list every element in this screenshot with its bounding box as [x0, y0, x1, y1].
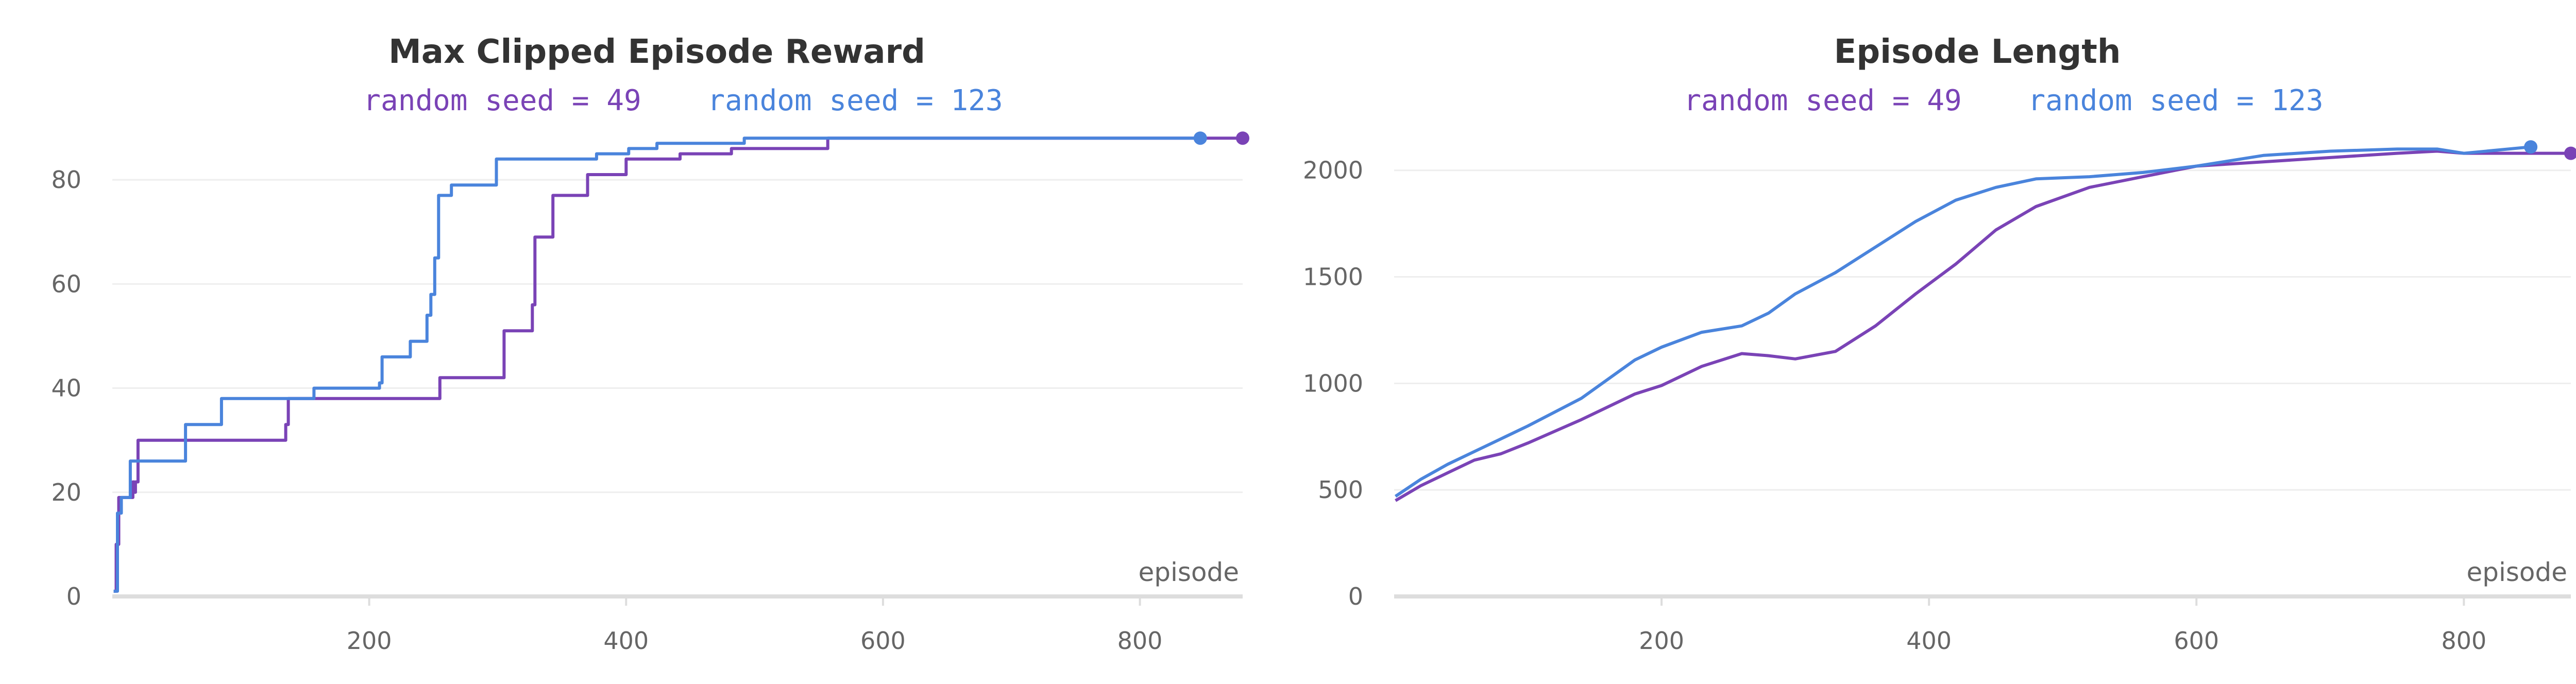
series-endpoint-random-seed-49 [2564, 146, 2576, 160]
x-tick-label: 200 [347, 627, 392, 655]
y-tick-label: 60 [51, 270, 81, 298]
chart-panel-episode-length: Episode Length random seed = 49 random s… [1302, 0, 2576, 684]
series-group [1394, 140, 2576, 502]
chart-svg-max-clipped-episode-reward: Max Clipped Episode Reward random seed =… [51, 33, 1249, 655]
y-axis-ticks: 0 500 1000 1500 2000 [1303, 157, 1363, 610]
y-tick-label: 1500 [1303, 263, 1363, 291]
series-endpoint-random-seed-123 [2524, 140, 2538, 154]
y-tick-label: 20 [51, 478, 81, 506]
x-axis-label: episode [1138, 557, 1239, 587]
legend-entry-seed-49: random seed = 49 [363, 84, 641, 117]
x-tick-label: 200 [1639, 627, 1684, 655]
x-tick-label: 400 [603, 627, 649, 655]
x-axis-label: episode [2466, 557, 2567, 587]
grid-lines [112, 179, 1243, 606]
x-axis-ticks: 200 400 600 800 [1639, 627, 2486, 655]
series-endpoint-random-seed-49 [1236, 131, 1249, 145]
series-group [113, 131, 1249, 593]
y-tick-label: 0 [1348, 583, 1363, 610]
y-tick-label: 0 [66, 583, 81, 610]
y-tick-label: 40 [51, 374, 81, 402]
y-tick-label: 2000 [1303, 157, 1363, 184]
legend-entry-seed-123: random seed = 123 [2028, 84, 2323, 117]
x-axis-ticks: 200 400 600 800 [347, 627, 1163, 655]
series-line-random-seed-49 [113, 136, 1243, 593]
chart-title: Max Clipped Episode Reward [388, 33, 925, 71]
x-tick-label: 400 [1906, 627, 1952, 655]
chart-title: Episode Length [1834, 33, 2121, 71]
chart-panel-max-clipped-episode-reward: Max Clipped Episode Reward random seed =… [51, 33, 1249, 655]
y-tick-label: 500 [1318, 476, 1363, 504]
series-line-random-seed-123 [1394, 145, 2531, 498]
y-axis-ticks: 0 20 40 60 80 [51, 166, 81, 610]
x-tick-label: 600 [860, 627, 906, 655]
grid-lines [1394, 169, 2571, 606]
x-tick-label: 800 [2441, 627, 2486, 655]
legend-entry-seed-123: random seed = 123 [707, 84, 1003, 117]
x-tick-label: 600 [2174, 627, 2219, 655]
series-line-random-seed-123 [113, 136, 1200, 593]
legend-entry-seed-49: random seed = 49 [1684, 84, 1961, 117]
y-tick-label: 80 [51, 166, 81, 194]
y-tick-label: 1000 [1303, 369, 1363, 397]
series-line-random-seed-49 [1395, 149, 2571, 502]
series-endpoint-random-seed-123 [1193, 131, 1207, 145]
chart-svg-episode-length: Episode Length random seed = 49 random s… [1303, 33, 2576, 655]
x-tick-label: 800 [1117, 627, 1163, 655]
